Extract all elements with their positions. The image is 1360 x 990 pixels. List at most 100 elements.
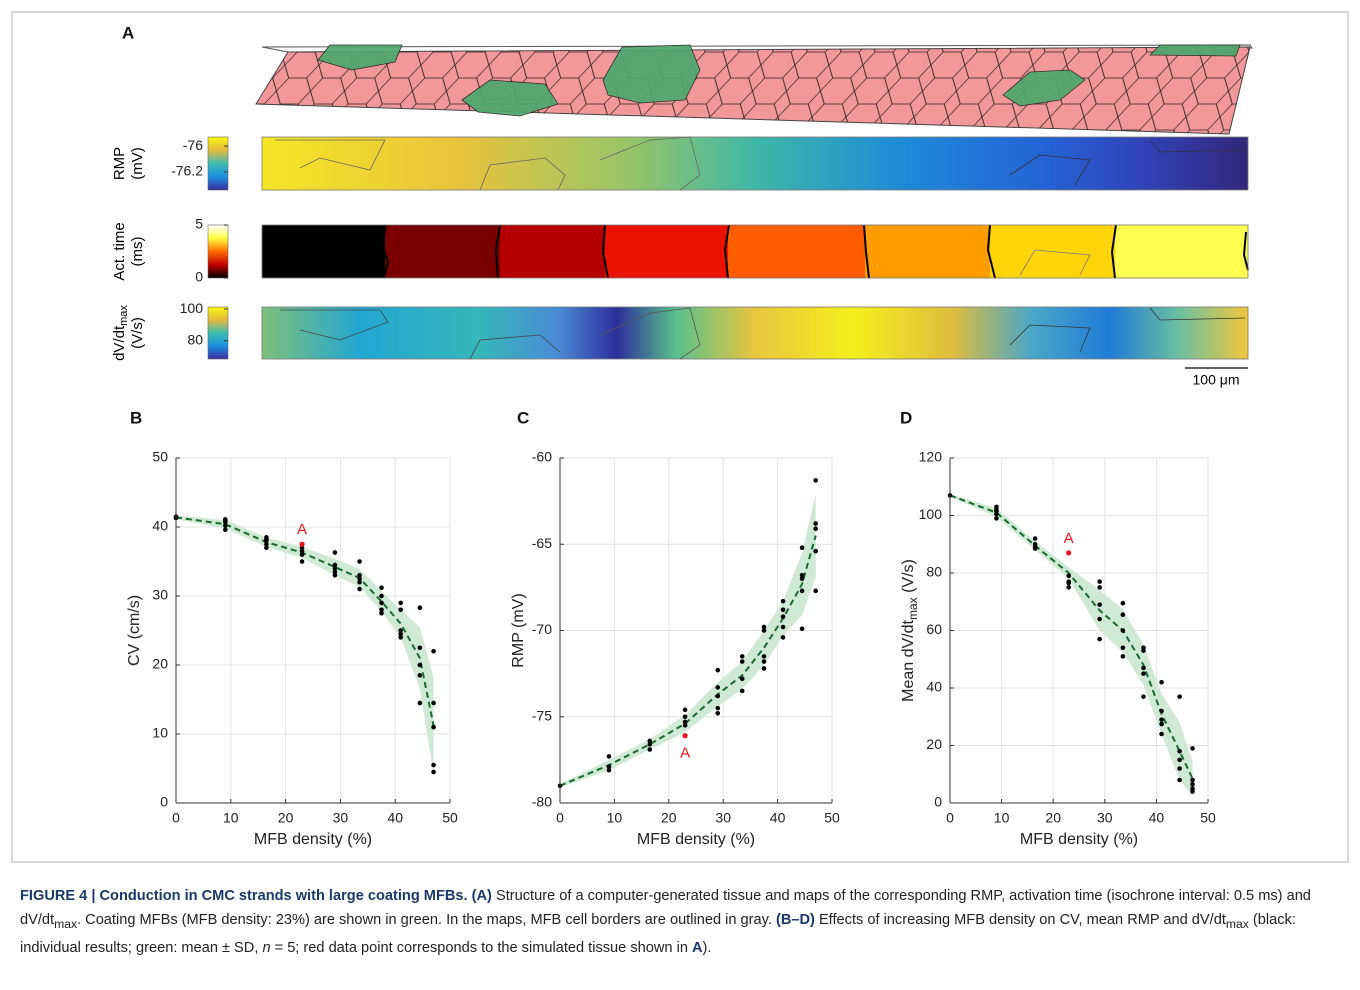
map-title: dV/dtmax — [111, 305, 130, 361]
data-point — [799, 573, 805, 578]
caption-text: (B–D) — [775, 912, 815, 928]
data-point — [813, 526, 818, 532]
data-point — [761, 666, 767, 671]
data-point — [1159, 721, 1164, 727]
caption-text: = 5; red data point corresponds to the s… — [270, 939, 692, 956]
y-tick-label: 30 — [152, 587, 168, 603]
y-tick-label: 20 — [926, 736, 942, 752]
map-unit: (V/s) — [129, 317, 146, 349]
data-point — [264, 541, 269, 547]
data-point — [398, 628, 403, 633]
data-point — [813, 548, 818, 554]
caption-text: n — [262, 939, 271, 956]
data-point — [682, 723, 688, 728]
data-point — [780, 607, 786, 613]
data-point — [417, 700, 423, 706]
x-tick-label: 30 — [333, 810, 349, 826]
panel-label: C — [517, 408, 529, 427]
data-point — [682, 714, 688, 720]
data-point — [357, 586, 362, 592]
data-point — [739, 659, 745, 664]
data-point — [1120, 612, 1126, 617]
data-point — [431, 648, 436, 654]
data-point — [223, 517, 228, 523]
data-point — [332, 562, 338, 568]
sd-band — [176, 515, 434, 775]
colorbar-tick-label: 100 — [180, 300, 204, 316]
data-point — [332, 550, 338, 555]
data-point — [606, 764, 612, 770]
caption-text: A — [692, 939, 703, 956]
data-point — [1159, 708, 1164, 714]
data-point — [431, 700, 436, 706]
data-point — [398, 607, 403, 613]
data-point — [647, 742, 653, 747]
figure-frame — [11, 11, 1349, 863]
data-point — [739, 688, 745, 694]
x-tick-label: 50 — [442, 810, 458, 826]
highlight-point — [299, 541, 305, 547]
data-point — [398, 635, 403, 640]
data-point — [417, 673, 423, 678]
data-point — [264, 537, 269, 542]
caption-text: FIGURE 4 | Conduction in CMC strands wit… — [20, 888, 492, 904]
data-point — [1097, 636, 1102, 642]
panel-label: B — [130, 408, 142, 427]
highlight-label: A — [680, 745, 690, 762]
data-point — [1120, 645, 1126, 651]
highlight-point — [682, 733, 688, 739]
y-tick-label: -70 — [532, 621, 552, 637]
y-tick-label: 10 — [152, 725, 168, 741]
data-point — [1066, 580, 1071, 586]
data-point — [780, 624, 786, 630]
data-point — [431, 762, 436, 768]
y-tick-label: 100 — [919, 506, 943, 522]
data-point — [1066, 573, 1071, 579]
x-axis-label: MFB density (%) — [254, 831, 372, 848]
data-point — [1190, 777, 1195, 783]
data-point — [357, 579, 362, 585]
colorbar-tick-label: -76.2 — [171, 163, 203, 179]
data-point — [264, 545, 269, 550]
data-point — [1066, 585, 1071, 590]
data-point — [1120, 600, 1126, 606]
x-tick-label: 30 — [1097, 810, 1113, 826]
data-point — [431, 769, 436, 775]
data-point — [398, 631, 403, 637]
data-point — [379, 600, 384, 606]
data-point — [1190, 782, 1195, 787]
y-axis-label-text: Mean dV/dt — [900, 619, 917, 701]
data-point — [994, 508, 999, 514]
data-point — [1177, 694, 1182, 699]
data-point — [357, 576, 362, 582]
x-axis-label: MFB density (%) — [1020, 831, 1138, 848]
data-point — [761, 624, 767, 630]
data-point — [1177, 766, 1182, 771]
data-point — [1141, 665, 1146, 671]
y-axis-label: Mean dV/dtmax (V/s) — [900, 559, 920, 702]
data-point — [606, 754, 612, 759]
x-tick-label: 40 — [770, 810, 786, 826]
x-tick-label: 40 — [387, 810, 403, 826]
data-point — [1141, 694, 1146, 699]
y-axis-label-text: RMP (mV) — [510, 593, 527, 667]
x-tick-label: 0 — [172, 810, 180, 826]
data-point — [647, 738, 653, 744]
highlight-point — [1066, 550, 1072, 556]
y-tick-label: 40 — [926, 679, 942, 695]
data-point — [1159, 679, 1164, 685]
data-point — [1177, 757, 1182, 763]
data-point — [761, 659, 767, 664]
x-tick-label: 20 — [661, 810, 677, 826]
data-point — [332, 566, 338, 571]
data-point — [299, 548, 305, 554]
data-point — [606, 767, 612, 773]
y-tick-label: 20 — [152, 656, 168, 672]
y-tick-label: -80 — [532, 794, 552, 810]
y-tick-label: 40 — [152, 518, 168, 534]
caption-text: max — [54, 916, 78, 931]
data-point — [332, 573, 338, 578]
data-point — [379, 607, 384, 613]
data-point — [223, 523, 228, 528]
